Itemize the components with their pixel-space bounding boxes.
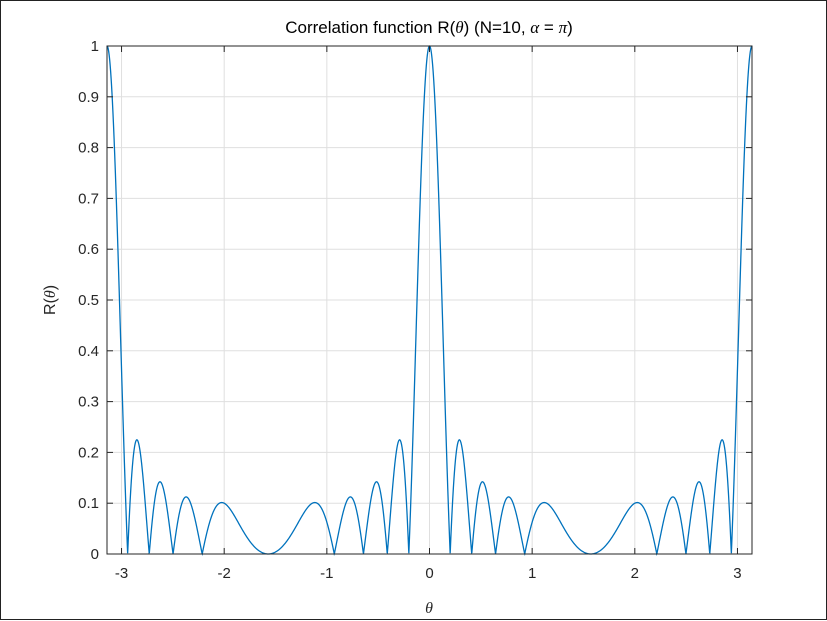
x-axis-label: θ (425, 600, 433, 617)
y-tick-label: 0.8 (78, 140, 99, 157)
x-tick-label: 0 (425, 565, 433, 582)
y-tick-label: 0.2 (78, 444, 99, 461)
y-tick-label: 1 (91, 38, 99, 55)
y-tick-label: 0.1 (78, 495, 99, 512)
y-tick-label: 0.9 (78, 89, 99, 106)
x-tick-label: 2 (631, 565, 639, 582)
ticks (107, 45, 752, 555)
x-tick-label: -1 (320, 565, 333, 582)
x-tick-label: 3 (733, 565, 741, 582)
y-tick-label: 0 (91, 546, 99, 563)
y-tick-label: 0.4 (78, 343, 99, 360)
y-tick-label: 0.3 (78, 394, 99, 411)
y-axis-label: R(θ) (42, 285, 59, 315)
x-tick-labels: -3 -2 -1 0 1 2 3 (115, 565, 742, 582)
x-tick-label: 1 (528, 565, 536, 582)
y-tick-label: 0.6 (78, 241, 99, 258)
x-tick-label: -3 (115, 565, 128, 582)
x-tick-label: -2 (218, 565, 231, 582)
y-tick-label: 0.5 (78, 292, 99, 309)
grid (107, 46, 752, 554)
y-tick-labels: 0 0.1 0.2 0.3 0.4 0.5 0.6 0.7 0.8 0.9 1 (78, 38, 99, 563)
y-tick-label: 0.7 (78, 190, 99, 207)
chart-title: Correlation function R(θ) (N=10, α = π) (285, 18, 573, 37)
